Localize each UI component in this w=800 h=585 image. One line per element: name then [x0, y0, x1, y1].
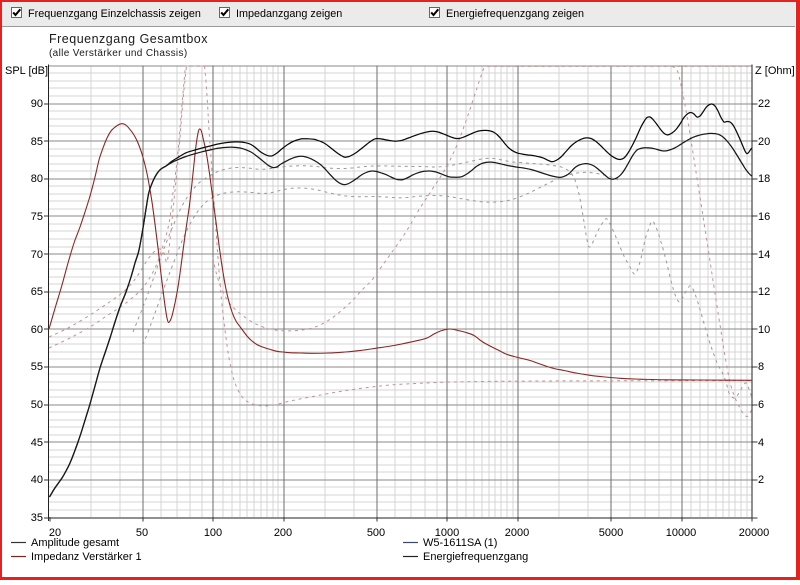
svg-text:90: 90: [31, 98, 43, 110]
svg-text:5000: 5000: [599, 527, 623, 539]
svg-text:18: 18: [758, 173, 770, 185]
svg-text:2000: 2000: [505, 527, 529, 539]
svg-text:SPL [dB]: SPL [dB]: [5, 65, 48, 77]
svg-text:70: 70: [31, 249, 43, 261]
svg-text:Amplitude gesamt: Amplitude gesamt: [31, 537, 119, 549]
svg-text:55: 55: [31, 361, 43, 373]
svg-text:4: 4: [758, 437, 764, 449]
svg-text:10000: 10000: [666, 527, 697, 539]
svg-text:Energiefrequenzgang: Energiefrequenzgang: [423, 551, 528, 563]
svg-text:35: 35: [31, 512, 43, 524]
svg-text:8: 8: [758, 361, 764, 373]
svg-text:6: 6: [758, 399, 764, 411]
svg-text:(alle Verstärker und Chassis): (alle Verstärker und Chassis): [49, 48, 188, 59]
svg-text:40: 40: [31, 474, 43, 486]
svg-text:22: 22: [758, 98, 770, 110]
svg-text:200: 200: [274, 527, 292, 539]
svg-text:20: 20: [758, 136, 770, 148]
svg-text:80: 80: [31, 173, 43, 185]
svg-text:100: 100: [204, 527, 222, 539]
svg-text:500: 500: [367, 527, 385, 539]
svg-text:10: 10: [758, 324, 770, 336]
svg-text:1000: 1000: [435, 527, 459, 539]
svg-text:W5-1611SA (1): W5-1611SA (1): [423, 537, 497, 549]
svg-text:60: 60: [31, 324, 43, 336]
svg-text:14: 14: [758, 249, 770, 261]
svg-text:20000: 20000: [739, 527, 770, 539]
svg-text:65: 65: [31, 286, 43, 298]
svg-text:Impedanz Verstärker 1: Impedanz Verstärker 1: [31, 551, 142, 563]
svg-text:16: 16: [758, 211, 770, 223]
svg-text:Z [Ohm]: Z [Ohm]: [755, 65, 795, 77]
svg-text:50: 50: [136, 527, 148, 539]
svg-text:2: 2: [758, 474, 764, 486]
svg-text:20: 20: [49, 527, 61, 539]
svg-text:75: 75: [31, 211, 43, 223]
svg-text:50: 50: [31, 399, 43, 411]
svg-text:85: 85: [31, 136, 43, 148]
svg-text:45: 45: [31, 437, 43, 449]
svg-text:Frequenzgang Gesamtbox: Frequenzgang Gesamtbox: [49, 32, 208, 46]
svg-text:12: 12: [758, 286, 770, 298]
